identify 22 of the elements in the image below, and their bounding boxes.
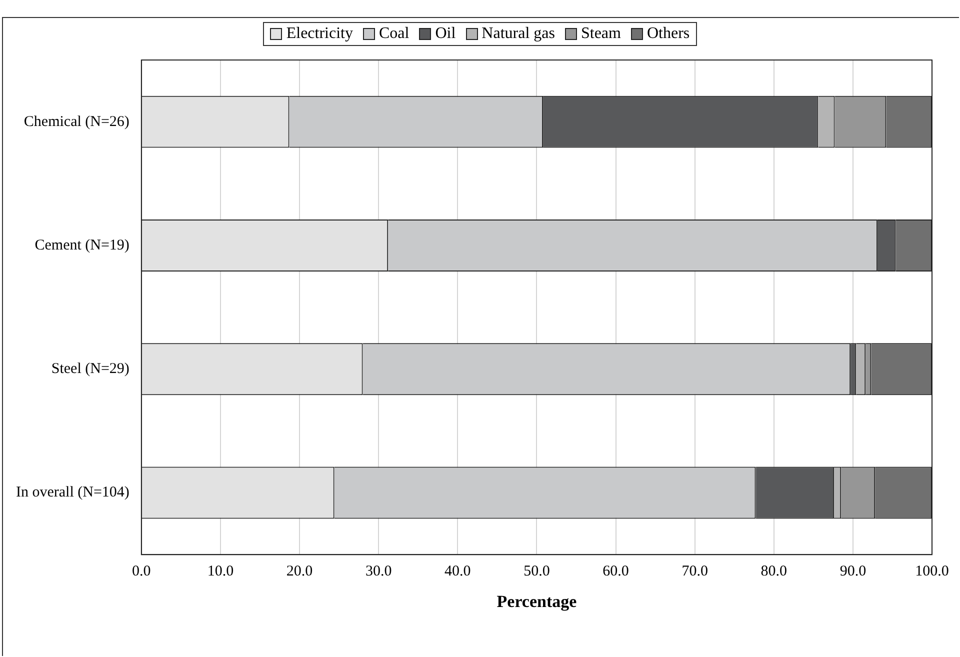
legend-label: Natural gas [482,25,555,43]
x-tick-label: 40.0 [444,564,471,580]
legend-label: Steam [580,25,621,43]
x-tick-label: 80.0 [760,564,788,580]
legend-label: Oil [435,25,456,43]
legend-label: Electricity [286,25,353,43]
y-tick-label: In overall (N=104) [16,484,130,501]
x-tick-label: 0.0 [132,564,151,580]
y-tick-label: Chemical (N=26) [24,114,130,130]
legend-label: Coal [379,25,410,43]
x-tick-label: 20.0 [286,564,313,580]
legend-label: Others [646,25,690,43]
x-tick-label: 30.0 [365,564,392,580]
x-tick-label: 60.0 [602,564,629,580]
x-tick-label: 100.0 [915,564,949,580]
x-axis-title: Percentage [496,592,578,612]
x-tick-label: 10.0 [207,564,234,580]
x-tick-label: 50.0 [524,564,550,580]
x-tick-label: 90.0 [840,564,866,580]
y-tick-label: Cement (N=19) [34,237,130,254]
x-tick-label: 70.0 [682,564,708,580]
y-tick-label: Steel (N=29) [51,361,130,378]
